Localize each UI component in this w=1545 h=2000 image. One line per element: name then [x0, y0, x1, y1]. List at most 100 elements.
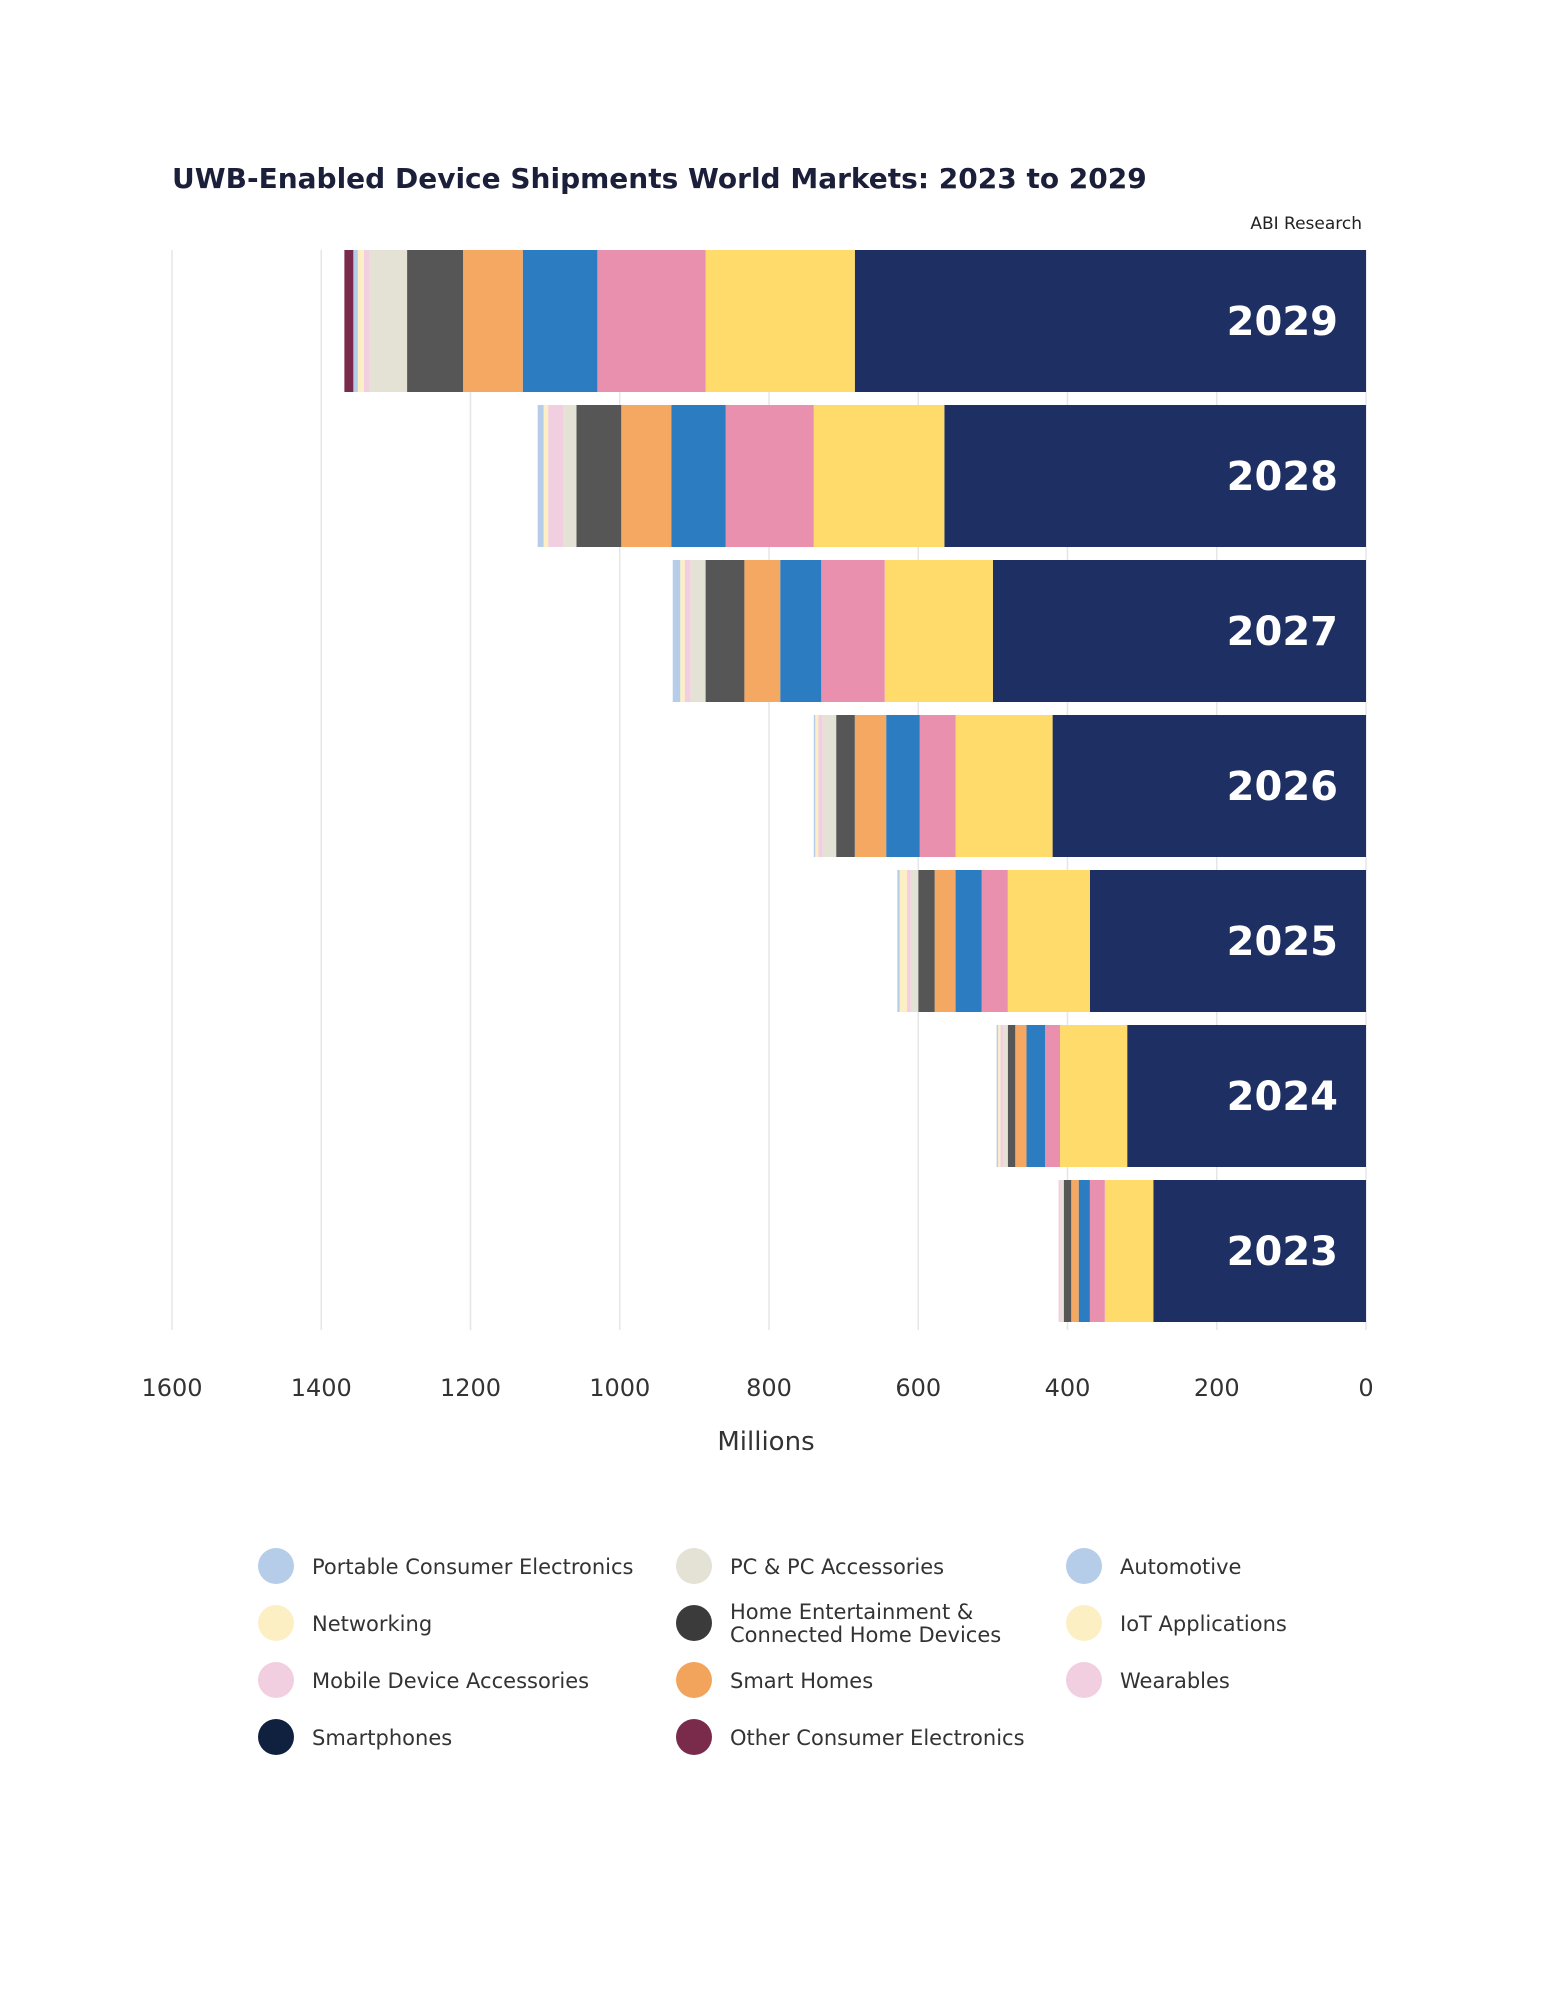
bar-segment-automotive-2023	[1078, 1180, 1090, 1322]
bar-segment-wearables-2029	[597, 250, 706, 392]
bar-segment-home-entertainment-connected-home-devices-2028	[576, 405, 622, 547]
legend-item-smartphones: Smartphones	[258, 1719, 452, 1755]
bar-segment-networking-2028	[543, 405, 549, 547]
legend-label: Portable Consumer Electronics	[312, 1555, 633, 1579]
bar-segment-mobile-device-accessories-2023	[1058, 1180, 1061, 1322]
x-tick-label: 400	[1045, 1374, 1091, 1402]
bar-segment-home-entertainment-connected-home-devices-2025	[918, 870, 935, 1012]
legend-item-networking: Networking	[258, 1605, 432, 1641]
legend-item-automotive: Automotive	[1066, 1548, 1241, 1584]
bar-segment-iot-applications-2027	[884, 560, 993, 702]
bars: 2029 2028 2027 2026 2025 2024 2023	[344, 250, 1366, 1322]
bar-group-2025: 2025	[897, 870, 1366, 1012]
bar-group-2029: 2029	[344, 250, 1366, 392]
bar-segment-home-entertainment-connected-home-devices-2024	[1007, 1025, 1016, 1167]
legend-swatch	[258, 1548, 294, 1584]
bar-group-2023: 2023	[1058, 1180, 1366, 1322]
bar-segment-wearables-2028	[725, 405, 814, 547]
bar-segment-iot-applications-2029	[705, 250, 855, 392]
legend-label: Wearables	[1120, 1669, 1230, 1693]
bar-segment-smart-homes-2023	[1071, 1180, 1079, 1322]
bar-segment-networking-2029	[357, 250, 364, 392]
bar-segment-networking-2025	[899, 870, 908, 1012]
bar-segment-smartphones-2024	[1127, 1025, 1366, 1167]
bar-segment-pc-pc-accessories-2028	[563, 405, 577, 547]
legend-swatch	[258, 1719, 294, 1755]
bar-label-2029: 2029	[1227, 299, 1338, 345]
bar-segment-networking-2027	[680, 560, 685, 702]
bar-label-2028: 2028	[1227, 454, 1338, 500]
bar-segment-iot-applications-2028	[813, 405, 945, 547]
legend-swatch	[676, 1662, 712, 1698]
bar-segment-portable-consumer-electronics-2027	[672, 560, 681, 702]
x-tick-label: 1000	[589, 1374, 650, 1402]
x-tick-label: 1600	[141, 1374, 202, 1402]
bar-segment-pc-pc-accessories-2027	[690, 560, 706, 702]
bar-segment-automotive-2027	[780, 560, 822, 702]
bar-segment-iot-applications-2024	[1060, 1025, 1128, 1167]
bar-segment-smartphones-2023	[1153, 1180, 1366, 1322]
bar-segment-portable-consumer-electronics-2025	[897, 870, 900, 1012]
bar-label-2023: 2023	[1227, 1229, 1338, 1275]
bar-segment-home-entertainment-connected-home-devices-2029	[407, 250, 464, 392]
legend-item-home-entertainment-connected-home-devices: Home Entertainment &Connected Home Devic…	[676, 1600, 1001, 1647]
bar-segment-portable-consumer-electronics-2024	[996, 1025, 999, 1167]
x-tick-label: 1400	[291, 1374, 352, 1402]
bar-segment-home-entertainment-connected-home-devices-2026	[836, 715, 855, 857]
legend-label: PC & PC Accessories	[730, 1555, 944, 1579]
bar-label-2025: 2025	[1227, 919, 1338, 965]
bar-segment-smart-homes-2025	[934, 870, 956, 1012]
bar-segment-mobile-device-accessories-2028	[548, 405, 564, 547]
bar-segment-pc-pc-accessories-2024	[1003, 1025, 1008, 1167]
bar-segment-mobile-device-accessories-2027	[684, 560, 691, 702]
bar-segment-portable-consumer-electronics-2029	[353, 250, 358, 392]
bar-segment-iot-applications-2023	[1104, 1180, 1154, 1322]
bar-segment-iot-applications-2025	[1007, 870, 1090, 1012]
legend-item-portable-consumer-electronics: Portable Consumer Electronics	[258, 1548, 633, 1584]
bar-segment-wearables-2027	[821, 560, 885, 702]
legend-label: Automotive	[1120, 1555, 1241, 1579]
legend-item-smart-homes: Smart Homes	[676, 1662, 873, 1698]
bar-segment-portable-consumer-electronics-2028	[537, 405, 544, 547]
legend-swatch	[258, 1605, 294, 1641]
x-tick-label: 800	[746, 1374, 792, 1402]
legend-swatch	[1066, 1605, 1102, 1641]
legend-swatch	[676, 1605, 712, 1641]
bar-group-2028: 2028	[537, 405, 1366, 547]
x-tick-label: 1200	[440, 1374, 501, 1402]
legend-label: Other Consumer Electronics	[730, 1726, 1025, 1750]
bar-segment-wearables-2023	[1089, 1180, 1105, 1322]
x-axis-ticks: 1600 1400 1200 1000 800 600 400 200 0	[141, 1374, 1373, 1402]
bar-segment-smartphones-2029	[854, 250, 1366, 392]
legend-swatch	[676, 1548, 712, 1584]
x-tick-label: 200	[1194, 1374, 1240, 1402]
legend-label: Smartphones	[312, 1726, 452, 1750]
bar-group-2024: 2024	[996, 1025, 1366, 1167]
bar-segment-home-entertainment-connected-home-devices-2027	[705, 560, 745, 702]
legend-swatch	[1066, 1548, 1102, 1584]
legend: Portable Consumer Electronics PC & PC Acc…	[258, 1548, 1287, 1755]
bar-label-2026: 2026	[1227, 764, 1338, 810]
legend-item-other-consumer-electronics: Other Consumer Electronics	[676, 1719, 1025, 1755]
bar-segment-smart-homes-2026	[854, 715, 887, 857]
legend-swatch	[1066, 1662, 1102, 1698]
bar-segment-wearables-2025	[981, 870, 1008, 1012]
x-axis-label: Millions	[717, 1427, 814, 1457]
bar-segment-smart-homes-2024	[1015, 1025, 1027, 1167]
legend-item-wearables: Wearables	[1066, 1662, 1230, 1698]
bar-segment-automotive-2029	[522, 250, 598, 392]
bar-segment-smart-homes-2028	[621, 405, 672, 547]
bar-segment-portable-consumer-electronics-2026	[813, 715, 816, 857]
legend-label: Networking	[312, 1612, 432, 1636]
bar-segment-pc-pc-accessories-2023	[1060, 1180, 1064, 1322]
bar-segment-pc-pc-accessories-2025	[910, 870, 919, 1012]
bar-segment-networking-2024	[998, 1025, 1001, 1167]
legend-swatch	[676, 1719, 712, 1755]
legend-item-pc-pc-accessories: PC & PC Accessories	[676, 1548, 944, 1584]
bar-segment-automotive-2028	[671, 405, 726, 547]
legend-item-iot-applications: IoT Applications	[1066, 1605, 1287, 1641]
bar-segment-smartphones-2026	[1052, 715, 1366, 857]
bar-segment-wearables-2024	[1045, 1025, 1061, 1167]
x-tick-label: 0	[1358, 1374, 1373, 1402]
bar-segment-automotive-2024	[1026, 1025, 1046, 1167]
